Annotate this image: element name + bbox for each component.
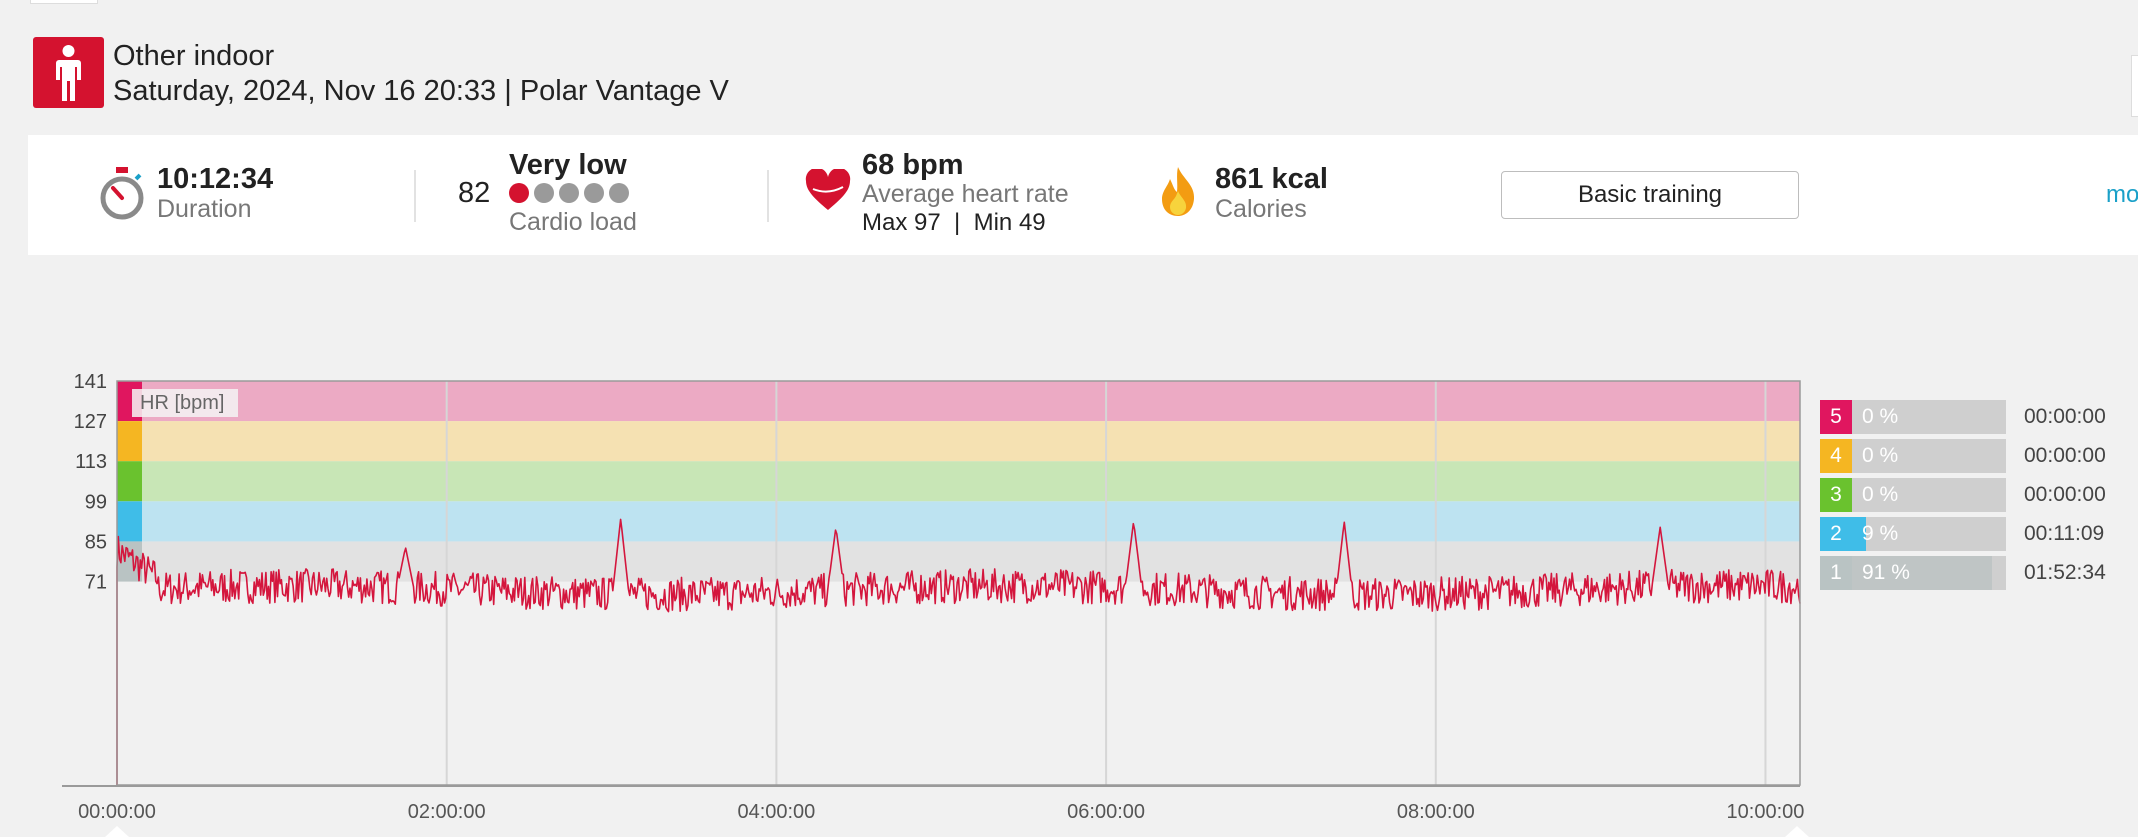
avg-hr-label: Average heart rate xyxy=(862,180,1069,208)
person-icon xyxy=(33,37,104,108)
cardio-dot xyxy=(559,183,579,203)
summary-bar: 10:12:34 Duration 82 Very low Cardio loa… xyxy=(28,135,2138,255)
zone-number: 5 xyxy=(1820,400,1852,434)
zone-percent: 0 % xyxy=(1862,444,1899,467)
zone-percent: 0 % xyxy=(1862,405,1899,428)
series-label-bg xyxy=(132,389,238,417)
zone-edge-4 xyxy=(117,421,142,462)
y-tick-label: 85 xyxy=(85,531,107,553)
more-link[interactable]: mo xyxy=(2106,181,2138,208)
heart-icon xyxy=(805,167,851,216)
training-benefit-button[interactable]: Basic training xyxy=(1501,171,1799,219)
zone-time: 00:11:09 xyxy=(2024,522,2105,545)
session-date-device: Saturday, 2024, Nov 16 20:33 | Polar Van… xyxy=(113,75,729,107)
top-tab-stub xyxy=(30,0,98,4)
x-tick-label: 06:00:00 xyxy=(1067,801,1145,823)
cardio-dot xyxy=(609,183,629,203)
zone-band-4 xyxy=(117,421,1800,462)
zone-time: 00:00:00 xyxy=(2024,444,2106,467)
calories-value: 861 kcal xyxy=(1215,163,1328,195)
cardio-dot xyxy=(534,183,554,203)
y-tick-label: 113 xyxy=(75,451,107,473)
zone-number: 1 xyxy=(1820,556,1852,590)
y-tick-label: 99 xyxy=(85,491,107,513)
zone-edge-2 xyxy=(117,501,142,542)
duration-value: 10:12:34 xyxy=(157,163,274,195)
zone-row-1: 1 91 % xyxy=(1820,556,2006,590)
y-tick-label: 141 xyxy=(74,371,107,393)
cardio-load-label: Cardio load xyxy=(509,208,637,236)
zone-number: 3 xyxy=(1820,478,1852,512)
zone-bar-fill xyxy=(1852,517,1866,551)
x-tick-label: 02:00:00 xyxy=(408,801,486,823)
zone-row-2: 2 9 % xyxy=(1820,517,2006,551)
zone-percent: 9 % xyxy=(1862,522,1899,545)
zone-band-5 xyxy=(117,381,1800,422)
range-end-handle[interactable] xyxy=(1785,826,1809,837)
zone-bar-fill xyxy=(1852,556,1992,590)
divider xyxy=(767,170,769,222)
zone-row-3: 3 0 % xyxy=(1820,478,2006,512)
zone-band-1 xyxy=(117,541,1800,582)
x-tick-label: 04:00:00 xyxy=(737,801,815,823)
zone-time: 01:52:34 xyxy=(2024,561,2106,584)
zone-edge-3 xyxy=(117,461,142,502)
cardio-dot xyxy=(584,183,604,203)
zone-number: 2 xyxy=(1820,517,1852,551)
zone-time: 00:00:00 xyxy=(2024,405,2106,428)
zone-percent: 0 % xyxy=(1862,483,1899,506)
zone-percent: 91 % xyxy=(1862,561,1910,584)
zone-band-3 xyxy=(117,461,1800,502)
cardio-load-level: Very low xyxy=(509,149,627,181)
x-tick-label: 08:00:00 xyxy=(1397,801,1475,823)
stopwatch-icon xyxy=(98,167,146,226)
duration-label: Duration xyxy=(157,195,252,223)
x-tick-label: 10:00:00 xyxy=(1727,801,1805,823)
zone-number: 4 xyxy=(1820,439,1852,473)
zone-time: 00:00:00 xyxy=(2024,483,2106,506)
sport-name: Other indoor xyxy=(113,40,275,72)
avg-hr-value: 68 bpm xyxy=(862,149,964,181)
cardio-dot xyxy=(509,183,529,203)
y-tick-label: 71 xyxy=(85,572,107,594)
series-label: HR [bpm] xyxy=(140,392,224,414)
zone-band-2 xyxy=(117,501,1800,542)
x-tick-label: 00:00:00 xyxy=(78,801,156,823)
range-start-handle[interactable] xyxy=(105,826,129,837)
flame-icon xyxy=(1159,165,1197,222)
cardio-load-score: 82 xyxy=(458,177,491,209)
calories-label: Calories xyxy=(1215,195,1307,223)
divider xyxy=(414,170,416,222)
hr-line xyxy=(116,518,1801,785)
zone-row-4: 4 0 % xyxy=(1820,439,2006,473)
hr-chart: 141 127 113 99 85 71 00:00:00 02:00:00 04:00:00… xyxy=(62,371,1805,823)
zone-row-5: 5 0 % xyxy=(1820,400,2006,434)
y-tick-label: 127 xyxy=(74,411,107,433)
hr-max-min: Max 97 | Min 49 xyxy=(862,209,1046,236)
right-panel-stub xyxy=(2131,55,2138,117)
